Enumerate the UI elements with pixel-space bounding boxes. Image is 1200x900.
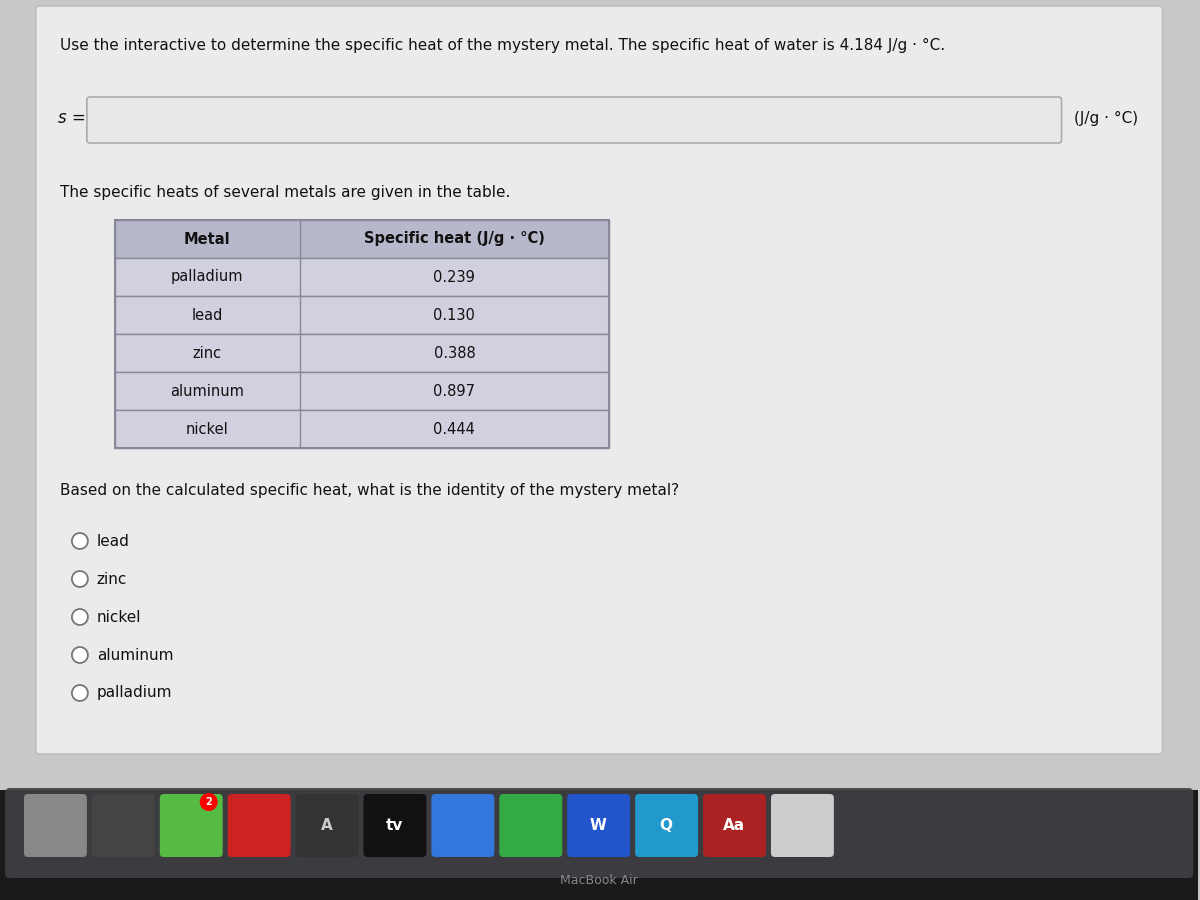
Bar <box>115 334 610 372</box>
FancyBboxPatch shape <box>92 794 155 857</box>
FancyBboxPatch shape <box>228 794 290 857</box>
Circle shape <box>72 647 88 663</box>
FancyBboxPatch shape <box>770 794 834 857</box>
Circle shape <box>72 571 88 587</box>
FancyBboxPatch shape <box>5 788 1193 878</box>
Bar <box>115 220 610 258</box>
FancyBboxPatch shape <box>36 6 1163 754</box>
Text: MacBook Air: MacBook Air <box>560 874 638 886</box>
Text: A: A <box>320 818 332 833</box>
FancyBboxPatch shape <box>160 794 223 857</box>
Circle shape <box>72 533 88 549</box>
Text: lead: lead <box>97 534 130 548</box>
Text: nickel: nickel <box>97 609 142 625</box>
Text: Specific heat (J/g · °C): Specific heat (J/g · °C) <box>364 231 545 247</box>
Text: Metal: Metal <box>184 231 230 247</box>
FancyBboxPatch shape <box>24 794 86 857</box>
Text: Use the interactive to determine the specific heat of the mystery metal. The spe: Use the interactive to determine the spe… <box>60 38 946 53</box>
Text: 0.897: 0.897 <box>433 383 475 399</box>
Text: W: W <box>589 818 607 833</box>
Text: 0.444: 0.444 <box>433 421 475 436</box>
FancyBboxPatch shape <box>432 794 494 857</box>
FancyBboxPatch shape <box>635 794 698 857</box>
Text: 0.130: 0.130 <box>433 308 475 322</box>
Text: (J/g · °C): (J/g · °C) <box>1074 111 1138 125</box>
Bar <box>115 372 610 410</box>
Text: Based on the calculated specific heat, what is the identity of the mystery metal: Based on the calculated specific heat, w… <box>60 483 679 498</box>
Bar <box>115 220 610 448</box>
FancyBboxPatch shape <box>703 794 766 857</box>
Text: tv: tv <box>385 818 403 833</box>
Text: palladium: palladium <box>97 686 173 700</box>
FancyBboxPatch shape <box>499 794 563 857</box>
Bar <box>115 258 610 296</box>
Text: aluminum: aluminum <box>170 383 244 399</box>
Text: 0.239: 0.239 <box>433 269 475 284</box>
FancyBboxPatch shape <box>364 794 426 857</box>
Text: Q: Q <box>660 818 672 833</box>
Bar <box>115 296 610 334</box>
FancyBboxPatch shape <box>568 794 630 857</box>
Bar <box>115 410 610 448</box>
FancyBboxPatch shape <box>295 794 359 857</box>
Text: zinc: zinc <box>97 572 127 587</box>
Text: s =: s = <box>58 109 85 127</box>
Text: zinc: zinc <box>193 346 222 361</box>
FancyBboxPatch shape <box>86 97 1062 143</box>
Text: Aa: Aa <box>722 818 745 833</box>
Bar <box>0 790 1199 900</box>
Text: lead: lead <box>192 308 223 322</box>
Text: palladium: palladium <box>170 269 244 284</box>
Text: N: N <box>252 818 265 833</box>
Text: aluminum: aluminum <box>97 647 173 662</box>
Text: 2: 2 <box>205 797 212 807</box>
Text: nickel: nickel <box>186 421 228 436</box>
Text: The specific heats of several metals are given in the table.: The specific heats of several metals are… <box>60 185 510 200</box>
Circle shape <box>72 685 88 701</box>
Text: 0.388: 0.388 <box>433 346 475 361</box>
Circle shape <box>72 609 88 625</box>
Circle shape <box>199 793 217 811</box>
